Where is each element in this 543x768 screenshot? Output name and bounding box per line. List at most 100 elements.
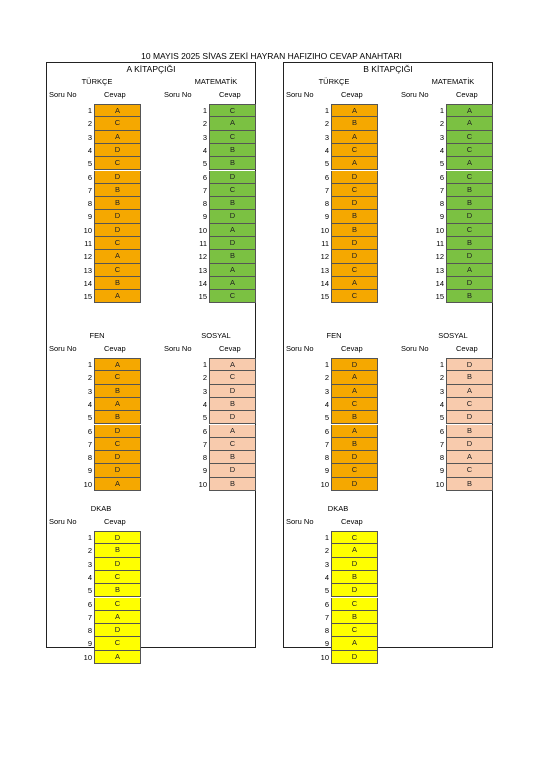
question-number: 3 <box>324 132 329 142</box>
question-number: 10 <box>320 479 329 489</box>
answer-cell: B <box>446 183 493 198</box>
question-number: 6 <box>324 172 329 182</box>
answer-cell: B <box>331 610 378 625</box>
answer-cell: B <box>94 384 141 398</box>
question-number: 15 <box>435 292 444 302</box>
cevap-header: Cevap <box>341 344 363 353</box>
book-title: A KİTAPÇIĞI <box>126 64 176 74</box>
answer-key-book-b: B KİTAPÇIĞI TÜRKÇE Soru No Cevap 1 A 2 B 3 A 4 C 5 A 6… <box>283 62 493 664</box>
answer-cell: C <box>331 624 378 638</box>
question-number: 5 <box>324 159 329 169</box>
answer-cell: D <box>446 411 493 425</box>
question-number: 10 <box>83 479 92 489</box>
answer-cell: D <box>331 197 378 211</box>
answer-cell: B <box>94 411 141 425</box>
answer-cell: A <box>209 424 256 438</box>
question-number: 3 <box>87 386 92 396</box>
question-number: 9 <box>87 212 92 222</box>
subject-label: TÜRKÇE <box>318 77 350 86</box>
question-number: 4 <box>87 145 92 155</box>
answer-cell: B <box>209 477 256 491</box>
question-number: 3 <box>439 386 444 396</box>
answer-cell: A <box>331 276 378 291</box>
question-number: 14 <box>198 278 207 288</box>
answer-cell: D <box>94 223 141 237</box>
question-number: 8 <box>87 199 92 209</box>
answer-cell: D <box>331 477 378 491</box>
question-number: 2 <box>202 119 207 129</box>
answer-cell: A <box>94 477 141 491</box>
question-number: 7 <box>202 185 207 195</box>
answer-cell: D <box>331 557 378 571</box>
answer-cell: B <box>331 437 378 452</box>
answer-cell: D <box>94 531 141 545</box>
question-number: 15 <box>83 292 92 302</box>
question-number: 3 <box>324 559 329 569</box>
answer-cell: A <box>331 104 378 118</box>
answer-cell: B <box>446 371 493 385</box>
book-title: B KİTAPÇIĞI <box>363 64 413 74</box>
question-number: 2 <box>87 373 92 383</box>
question-number: 5 <box>202 413 207 423</box>
question-number: 8 <box>439 453 444 463</box>
question-number: 1 <box>87 533 92 542</box>
answer-cell: A <box>209 117 256 131</box>
question-number: 7 <box>202 439 207 449</box>
question-number: 12 <box>198 252 207 262</box>
answer-cell: A <box>209 276 256 291</box>
answer-cell: C <box>446 170 493 184</box>
answer-cell: D <box>331 250 378 264</box>
answer-cell: C <box>331 464 378 478</box>
soru-no-header: Soru No <box>49 517 77 526</box>
question-number: 6 <box>87 426 92 436</box>
question-number: 4 <box>87 399 92 409</box>
answer-cell: D <box>209 210 256 224</box>
question-number: 9 <box>324 639 329 649</box>
answer-cell: C <box>209 371 256 385</box>
soru-no-header: Soru No <box>49 90 77 99</box>
question-number: 4 <box>324 145 329 155</box>
question-number: 5 <box>324 586 329 596</box>
answer-cell: A <box>94 650 141 664</box>
soru-no-header: Soru No <box>401 90 429 99</box>
answer-cell: D <box>446 358 493 372</box>
answer-cell: B <box>209 451 256 465</box>
cevap-header: Cevap <box>341 90 363 99</box>
question-number: 7 <box>439 439 444 449</box>
question-number: 5 <box>87 159 92 169</box>
page-title: 10 MAYIS 2025 SİVAS ZEKİ HAYRAN HAFIZIHO… <box>141 51 402 61</box>
question-number: 10 <box>435 479 444 489</box>
answer-cell: D <box>94 210 141 224</box>
answer-cell: C <box>331 290 378 304</box>
answer-cell: C <box>94 263 141 277</box>
answer-cell: C <box>331 183 378 198</box>
answer-cell: C <box>446 223 493 237</box>
answer-cell: A <box>94 104 141 118</box>
question-number: 8 <box>87 626 92 636</box>
question-number: 5 <box>202 159 207 169</box>
answer-cell: D <box>209 384 256 398</box>
question-number: 10 <box>320 652 329 662</box>
answer-cell: A <box>331 130 378 144</box>
question-number: 11 <box>199 239 207 248</box>
answer-cell: C <box>446 130 493 144</box>
question-number: 2 <box>324 119 329 129</box>
answer-cell: C <box>446 464 493 478</box>
answer-cell: A <box>331 371 378 385</box>
answer-cell: C <box>446 143 493 158</box>
soru-no-header: Soru No <box>164 90 192 99</box>
question-number: 7 <box>87 612 92 622</box>
answer-cell: D <box>209 170 256 184</box>
question-number: 7 <box>324 185 329 195</box>
answer-cell: D <box>331 584 378 598</box>
answer-cell: D <box>331 650 378 664</box>
answer-cell: B <box>94 183 141 198</box>
answer-cell: D <box>446 276 493 291</box>
cevap-header: Cevap <box>104 517 126 526</box>
question-number: 14 <box>83 278 92 288</box>
answer-cell: A <box>331 384 378 398</box>
answer-cell: B <box>331 117 378 131</box>
question-number: 6 <box>324 599 329 609</box>
question-number: 9 <box>324 466 329 476</box>
subject-label: MATEMATİK <box>431 77 475 86</box>
